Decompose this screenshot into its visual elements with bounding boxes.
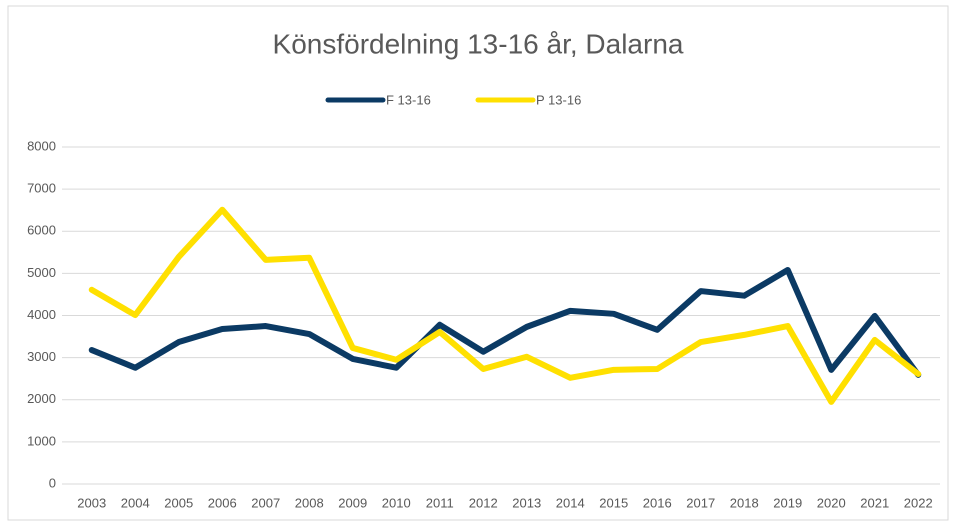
x-tick-label: 2007 <box>251 495 280 510</box>
x-tick-label: 2005 <box>164 495 193 510</box>
x-tick-label: 2011 <box>426 495 454 510</box>
y-tick-label: 3000 <box>27 349 56 364</box>
y-tick-label: 1000 <box>27 433 56 448</box>
x-tick-label: 2020 <box>817 495 846 510</box>
y-tick-label: 8000 <box>27 138 56 153</box>
y-tick-label: 6000 <box>27 223 56 238</box>
legend-label: P 13-16 <box>536 92 581 107</box>
y-tick-label: 2000 <box>27 391 56 406</box>
x-tick-label: 2004 <box>121 495 150 510</box>
chart-frame <box>7 5 949 521</box>
x-tick-label: 2014 <box>556 495 585 510</box>
series-line <box>88 267 922 378</box>
x-tick-label: 2017 <box>686 495 715 510</box>
y-tick-label: 0 <box>49 475 56 490</box>
x-tick-label: 2016 <box>643 495 672 510</box>
x-tick-label: 2018 <box>730 495 759 510</box>
series-line <box>88 206 922 405</box>
x-tick-label: 2010 <box>382 495 411 510</box>
x-tick-label: 2008 <box>295 495 324 510</box>
x-tick-label: 2013 <box>512 495 541 510</box>
x-tick-label: 2019 <box>773 495 802 510</box>
x-tick-label: 2012 <box>469 495 498 510</box>
y-tick-label: 7000 <box>27 181 56 196</box>
x-tick-label: 2015 <box>599 495 628 510</box>
x-tick-label: 2003 <box>77 495 106 510</box>
x-tick-label: 2009 <box>338 495 367 510</box>
chart-title: Könsfördelning 13-16 år, Dalarna <box>273 28 684 59</box>
x-tick-label: 2021 <box>860 495 889 510</box>
x-tick-label: 2022 <box>904 495 933 510</box>
y-tick-label: 4000 <box>27 307 56 322</box>
y-tick-label: 5000 <box>27 265 56 280</box>
x-tick-label: 2006 <box>208 495 237 510</box>
legend-label: F 13-16 <box>386 92 431 107</box>
